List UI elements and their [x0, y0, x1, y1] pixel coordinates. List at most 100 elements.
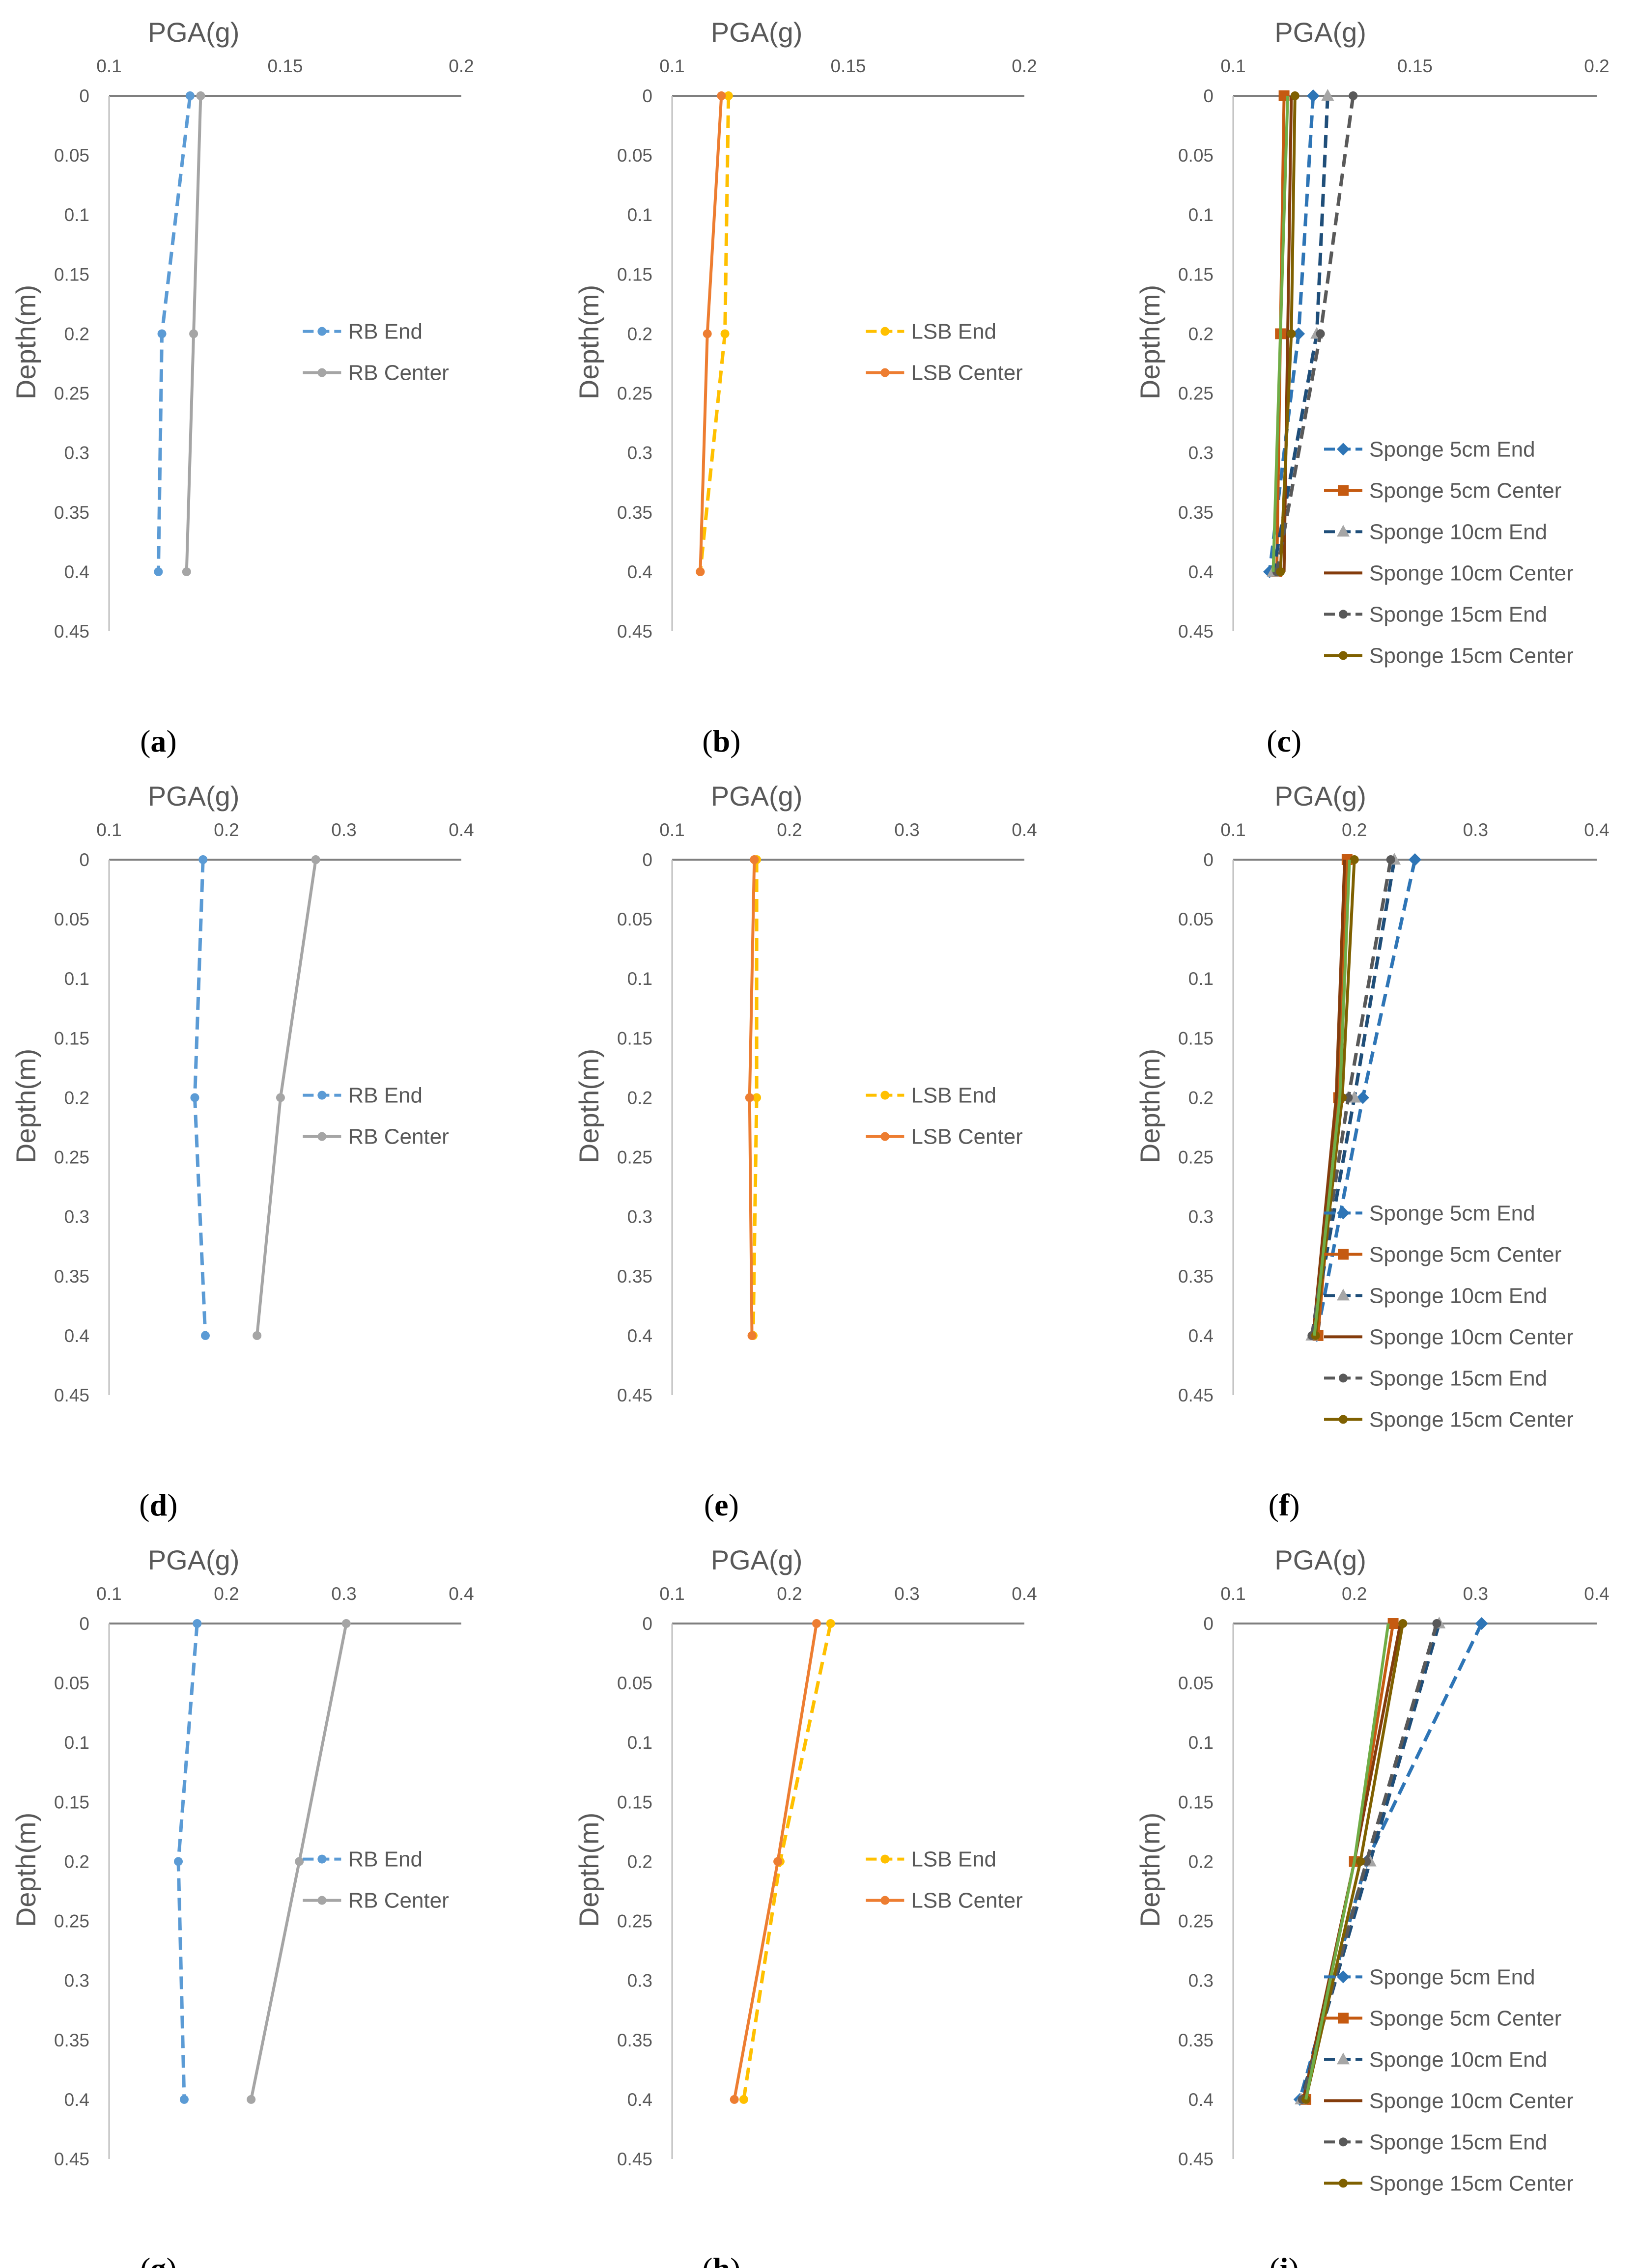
y-tick-label: 0.15 [617, 264, 652, 284]
legend-label: RB End [348, 1084, 423, 1108]
data-point-marker [1362, 1857, 1371, 1866]
data-point-marker [154, 567, 163, 576]
y-tick-label: 0.2 [627, 1851, 652, 1872]
caption-letter: f [1279, 1487, 1290, 1522]
y-tick-label: 0.2 [1188, 1088, 1214, 1108]
caption-letter: g [150, 2251, 166, 2268]
y-tick-label: 0.4 [627, 562, 652, 582]
legend-item: RB Center [303, 1125, 449, 1149]
panel-caption: (d) [139, 1487, 177, 1522]
y-axis-title: Depth(m) [10, 1049, 41, 1163]
y-tick-label: 0.1 [1188, 1733, 1214, 1753]
data-point-marker [174, 1857, 183, 1866]
y-tick-label: 0.3 [627, 1207, 652, 1227]
chart-panel-c: PGA(g) Depth(m) 0.1 0.15 0.2 0 0.05 0.1 0.15 0.2 0… [1134, 17, 1610, 758]
legend-item: Sponge 5cm Center [1324, 2006, 1561, 2030]
series-sponge-15cm-center [1276, 91, 1299, 576]
data-point-marker [1432, 1619, 1441, 1628]
legend-label: Sponge 15cm Center [1369, 2171, 1574, 2195]
data-point-marker [317, 1896, 327, 1905]
legend-label: Sponge 5cm Center [1369, 478, 1561, 503]
data-point-marker [253, 1331, 262, 1340]
caption-letter: c [1277, 724, 1291, 758]
y-tick-label: 0.1 [64, 969, 89, 989]
data-point-marker [1337, 1288, 1350, 1301]
x-axis-title: PGA(g) [1274, 1544, 1366, 1575]
x-tick-label: 0.2 [1342, 820, 1367, 840]
y-tick-label: 0.25 [1178, 1148, 1214, 1168]
data-point-marker [157, 329, 167, 338]
data-point-marker [730, 2095, 739, 2104]
legend-label: RB Center [348, 1125, 449, 1149]
x-tick-label: 0.15 [830, 56, 866, 76]
y-tick-label: 0.45 [617, 1385, 652, 1405]
legend-label: LSB End [911, 1848, 996, 1872]
y-tick-label: 0.4 [1188, 1326, 1214, 1346]
x-tick-label: 0.1 [96, 820, 121, 840]
caption-close-paren: ) [167, 1487, 177, 1522]
data-point-marker [1316, 329, 1325, 338]
legend-label: RB End [348, 320, 423, 344]
y-tick-label: 0.3 [1188, 1207, 1214, 1227]
chart-panel-e: PGA(g) Depth(m) 0.1 0.2 0.3 0.4 0 0.05 0.1 0.15 0.… [573, 781, 1037, 1522]
y-tick-label: 0.2 [64, 1851, 89, 1872]
y-tick-label: 0.3 [64, 443, 89, 463]
x-tick-label: 0.4 [1012, 1584, 1037, 1604]
data-point-marker [200, 1331, 210, 1340]
x-tick-label: 0.3 [331, 820, 356, 840]
y-tick-label: 0.25 [1178, 1911, 1214, 1932]
x-tick-label: 0.3 [1463, 1584, 1488, 1604]
data-point-marker [179, 2095, 189, 2104]
y-tick-label: 0 [642, 850, 652, 870]
y-axis-title: Depth(m) [10, 1813, 41, 1927]
data-point-marker [198, 855, 208, 864]
data-point-marker [1306, 89, 1320, 102]
x-tick-label: 0.1 [659, 1584, 684, 1604]
panel-caption: (b) [702, 724, 740, 758]
data-point-marker [1337, 443, 1350, 456]
y-tick-label: 0 [1203, 850, 1214, 870]
y-tick-label: 0.15 [617, 1792, 652, 1812]
y-tick-label: 0.45 [617, 2149, 652, 2169]
legend-item: RB End [303, 1084, 423, 1108]
y-tick-label: 0 [79, 86, 89, 106]
y-tick-label: 0.35 [1178, 503, 1214, 523]
y-tick-label: 0 [79, 1614, 89, 1634]
data-point-marker [880, 327, 890, 336]
y-tick-label: 0.1 [627, 1733, 652, 1753]
y-tick-label: 0.15 [54, 264, 89, 284]
x-tick-label: 0.4 [1012, 820, 1037, 840]
series-line [255, 859, 317, 1336]
x-tick-label: 0.2 [777, 820, 802, 840]
y-tick-label: 0.1 [627, 969, 652, 989]
data-point-marker [1321, 89, 1334, 101]
data-point-marker [752, 1093, 762, 1102]
y-tick-label: 0.35 [1178, 2030, 1214, 2050]
caption-close-paren: ) [730, 2251, 740, 2268]
y-tick-label: 0.2 [627, 1088, 652, 1108]
series-rb-end [174, 1619, 202, 2104]
y-tick-label: 0.45 [54, 621, 89, 642]
series-line [1313, 859, 1351, 1336]
data-point-marker [295, 1857, 304, 1866]
series-rb-end [190, 855, 210, 1340]
y-tick-label: 0.05 [1178, 909, 1214, 929]
data-point-marker [1339, 2137, 1348, 2147]
y-tick-label: 0.4 [627, 1326, 652, 1346]
series-line [1311, 859, 1346, 1336]
legend-item: Sponge 15cm Center [1324, 1407, 1574, 1431]
y-tick-label: 0.05 [54, 909, 89, 929]
legend-item: RB End [303, 1848, 423, 1872]
y-tick-label: 0.45 [1178, 2149, 1214, 2169]
x-axis-title: PGA(g) [1274, 17, 1366, 48]
series-line [1271, 95, 1289, 572]
y-tick-label: 0.25 [617, 1148, 652, 1168]
y-tick-label: 0.35 [617, 1266, 652, 1287]
legend-label: Sponge 15cm Center [1369, 644, 1574, 668]
data-point-marker [185, 91, 195, 100]
x-tick-label: 0.4 [449, 820, 474, 840]
y-tick-label: 0.2 [627, 324, 652, 344]
data-point-marker [739, 2095, 748, 2104]
chart-panel-a: PGA(g) Depth(m) 0.1 0.15 0.2 0 0.05 0.1 0.15 0.2 0… [10, 17, 474, 758]
legend-item: Sponge 10cm End [1324, 520, 1547, 544]
